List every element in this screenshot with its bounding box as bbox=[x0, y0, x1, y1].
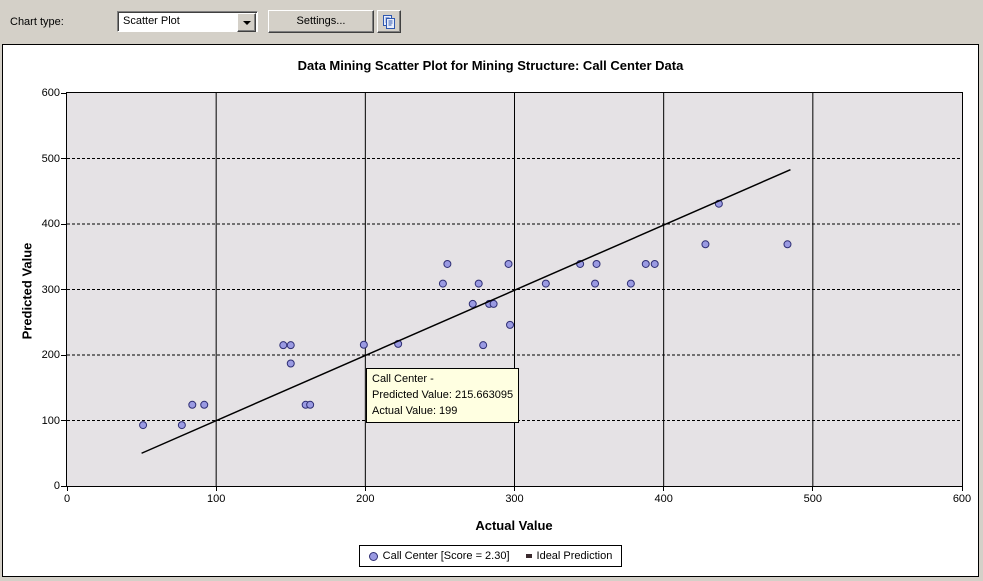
chart-type-label: Chart type: bbox=[10, 16, 64, 28]
x-tick-label: 500 bbox=[803, 493, 822, 505]
x-axis-title: Actual Value bbox=[475, 518, 553, 533]
chart-type-dropdown[interactable]: Scatter Plot bbox=[117, 11, 258, 32]
scatter-point[interactable] bbox=[139, 421, 148, 430]
scatter-point[interactable] bbox=[506, 320, 515, 329]
chart-type-selected-value: Scatter Plot bbox=[123, 15, 180, 27]
y-tick-mark bbox=[61, 354, 66, 356]
legend-label: Call Center [Score = 2.30] bbox=[382, 550, 510, 562]
ideal-prediction-line bbox=[141, 168, 791, 454]
scatter-point[interactable] bbox=[626, 279, 635, 288]
legend-row: Call Center [Score = 2.30] Ideal Predicti… bbox=[3, 545, 978, 567]
scatter-point[interactable] bbox=[279, 341, 288, 350]
y-tick-mark bbox=[61, 158, 66, 159]
legend-item: Call Center [Score = 2.30] bbox=[368, 550, 510, 562]
scatter-point[interactable] bbox=[177, 421, 186, 430]
tooltip-series-name: Call Center - bbox=[372, 373, 434, 385]
scatter-point[interactable] bbox=[783, 240, 792, 249]
legend: Call Center [Score = 2.30] Ideal Predicti… bbox=[358, 545, 623, 567]
scatter-point[interactable] bbox=[443, 259, 452, 268]
settings-button[interactable]: Settings... bbox=[268, 10, 374, 33]
scatter-point[interactable] bbox=[592, 259, 601, 268]
y-tick-label: 200 bbox=[41, 349, 60, 361]
legend-item: Ideal Prediction bbox=[525, 550, 613, 562]
x-tick-mark bbox=[364, 487, 366, 491]
scatter-point[interactable] bbox=[504, 259, 513, 268]
plot-area[interactable]: Call Center - Predicted Value: 215.66309… bbox=[66, 92, 963, 487]
scatter-point[interactable] bbox=[468, 299, 477, 308]
scatter-point[interactable] bbox=[474, 279, 483, 288]
x-tick-mark bbox=[215, 487, 217, 491]
y-tick-mark bbox=[61, 223, 66, 225]
y-tick-mark bbox=[61, 420, 66, 421]
copy-icon bbox=[381, 14, 397, 30]
y-tick-label: 300 bbox=[41, 283, 60, 296]
chart-title: Data Mining Scatter Plot for Mining Stru… bbox=[297, 58, 684, 73]
scatter-point[interactable] bbox=[306, 400, 315, 409]
scatter-point[interactable] bbox=[701, 240, 710, 249]
y-tick-label: 400 bbox=[41, 218, 60, 230]
chevron-down-icon bbox=[242, 20, 251, 25]
dropdown-arrow-button[interactable] bbox=[237, 13, 256, 32]
scatter-point[interactable] bbox=[359, 340, 368, 349]
x-tick-mark bbox=[961, 487, 963, 491]
legend-label: Ideal Prediction bbox=[536, 550, 613, 562]
y-tick-mark bbox=[61, 289, 66, 290]
y-tick-label: 600 bbox=[41, 87, 60, 99]
toolbar: Chart type: Scatter Plot Settings... bbox=[0, 0, 983, 44]
tooltip-actual-value: Actual Value: 199 bbox=[372, 405, 458, 417]
x-tick-label: 400 bbox=[654, 493, 673, 505]
scatter-point[interactable] bbox=[489, 299, 498, 308]
scatter-point[interactable] bbox=[591, 279, 600, 288]
x-tick-label: 100 bbox=[206, 493, 226, 505]
scatter-point[interactable] bbox=[286, 341, 295, 350]
scatter-point[interactable] bbox=[650, 259, 659, 268]
x-tick-mark bbox=[812, 487, 814, 491]
tooltip-predicted-value: Predicted Value: 215.663095 bbox=[372, 389, 514, 401]
x-tick-label: 0 bbox=[63, 493, 71, 505]
x-tick-mark bbox=[663, 487, 665, 491]
y-tick-mark bbox=[61, 92, 66, 94]
scatter-point[interactable] bbox=[641, 259, 650, 268]
ideal-line-marker-icon bbox=[525, 554, 532, 558]
y-tick-label: 100 bbox=[41, 414, 60, 427]
x-tick-mark bbox=[514, 487, 515, 491]
chart-panel: Data Mining Scatter Plot for Mining Stru… bbox=[2, 44, 979, 577]
scatter-plot-canvas bbox=[67, 93, 962, 486]
x-tick-label: 300 bbox=[505, 493, 524, 505]
x-tick-mark bbox=[66, 487, 68, 491]
data-point-tooltip: Call Center - Predicted Value: 215.66309… bbox=[366, 368, 520, 423]
y-tick-label: 500 bbox=[41, 152, 60, 165]
y-tick-label: 0 bbox=[53, 480, 60, 492]
scatter-point[interactable] bbox=[438, 279, 447, 288]
copy-button[interactable] bbox=[377, 10, 401, 33]
scatter-point[interactable] bbox=[479, 341, 488, 350]
scatter-point[interactable] bbox=[188, 400, 197, 409]
scatter-point[interactable] bbox=[541, 279, 550, 288]
x-tick-label: 200 bbox=[356, 493, 375, 505]
y-tick-mark bbox=[61, 485, 66, 487]
series-marker-icon bbox=[368, 551, 378, 561]
scatter-point[interactable] bbox=[200, 400, 209, 409]
scatter-point[interactable] bbox=[286, 359, 295, 368]
x-tick-label: 600 bbox=[952, 493, 972, 505]
